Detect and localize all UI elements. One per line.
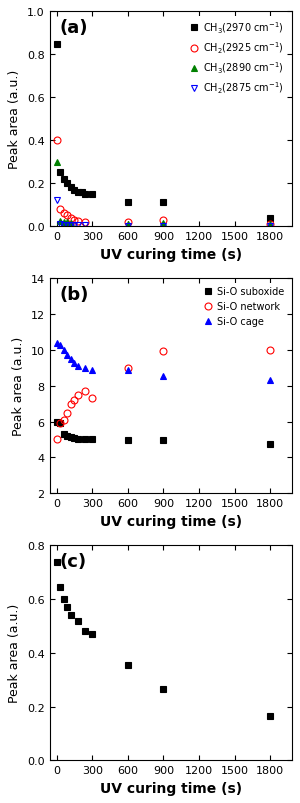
Y-axis label: Peak area (a.u.): Peak area (a.u.) xyxy=(8,604,21,703)
Text: (b): (b) xyxy=(59,286,88,304)
Text: (a): (a) xyxy=(59,18,88,37)
Legend: Si-O suboxide, Si-O network, Si-O cage: Si-O suboxide, Si-O network, Si-O cage xyxy=(200,284,287,329)
X-axis label: UV curing time (s): UV curing time (s) xyxy=(100,514,242,528)
Y-axis label: Peak area (a.u.): Peak area (a.u.) xyxy=(8,70,21,169)
Legend: CH$_3$(2970 cm$^{-1}$), CH$_2$(2925 cm$^{-1}$), CH$_3$(2890 cm$^{-1}$), CH$_2$(2: CH$_3$(2970 cm$^{-1}$), CH$_2$(2925 cm$^… xyxy=(187,17,287,99)
Y-axis label: Peak area (a.u.): Peak area (a.u.) xyxy=(12,336,25,436)
Text: (c): (c) xyxy=(59,552,86,570)
X-axis label: UV curing time (s): UV curing time (s) xyxy=(100,781,242,795)
X-axis label: UV curing time (s): UV curing time (s) xyxy=(100,247,242,261)
